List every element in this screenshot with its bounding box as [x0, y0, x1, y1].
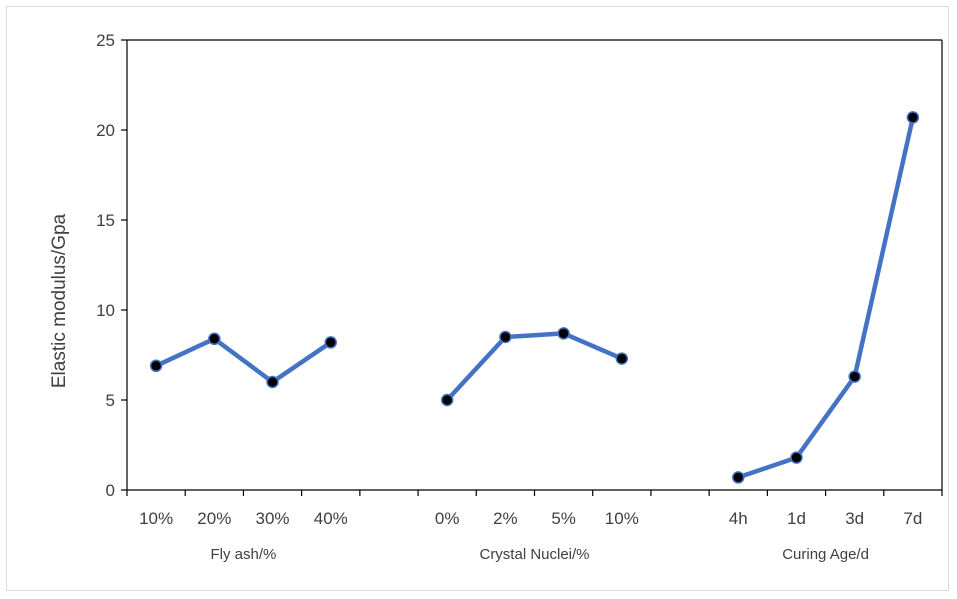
- x-category-label: 20%: [197, 509, 231, 528]
- y-tick-label: 10: [96, 301, 115, 320]
- x-category-label: 10%: [605, 509, 639, 528]
- x-category-label: 4h: [729, 509, 748, 528]
- y-tick-label: 20: [96, 121, 115, 140]
- data-point: [790, 451, 803, 464]
- axes: [121, 39, 943, 496]
- data-points: [149, 111, 920, 484]
- data-point: [848, 370, 861, 383]
- y-tick-label: 0: [106, 481, 115, 500]
- group-label: Curing Age/d: [782, 546, 869, 563]
- data-point: [732, 471, 745, 484]
- y-tick-label: 25: [96, 31, 115, 50]
- data-point: [906, 111, 920, 124]
- y-axis-title: Elastic modulus/Gpa: [49, 213, 70, 388]
- series-line: [444, 331, 625, 403]
- x-category-label: 1d: [787, 509, 806, 528]
- x-category-labels: 10% 20% 30% 40% 0% 2% 5% 10% 4h 1d 3d 7d: [139, 509, 922, 528]
- series-lines: [153, 115, 916, 480]
- series-line: [736, 115, 916, 480]
- data-point: [557, 327, 570, 340]
- series-line: [153, 336, 333, 385]
- group-label: Crystal Nuclei/%: [479, 546, 589, 563]
- data-point: [266, 375, 279, 389]
- data-point: [324, 336, 337, 349]
- y-tick-labels: 0 5 10 15 20 25: [96, 31, 115, 500]
- chart-frame: [6, 6, 949, 591]
- x-category-label: 30%: [256, 509, 290, 528]
- x-category-label: 40%: [314, 509, 348, 528]
- data-point: [440, 393, 454, 407]
- data-point: [615, 352, 629, 365]
- data-point: [149, 359, 163, 373]
- group-label: Fly ash/%: [210, 546, 276, 563]
- y-tick-label: 5: [106, 391, 115, 410]
- x-category-label: 5%: [551, 509, 576, 528]
- x-category-label: 2%: [493, 509, 518, 528]
- group-labels: Fly ash/% Crystal Nuclei/% Curing Age/d: [210, 546, 868, 563]
- y-tick-label: 15: [96, 211, 115, 230]
- x-category-label: 10%: [139, 509, 173, 528]
- data-point: [499, 330, 512, 344]
- x-category-label: 3d: [845, 509, 864, 528]
- x-category-label: 0%: [435, 509, 460, 528]
- x-category-label: 7d: [903, 509, 922, 528]
- data-point: [208, 332, 221, 346]
